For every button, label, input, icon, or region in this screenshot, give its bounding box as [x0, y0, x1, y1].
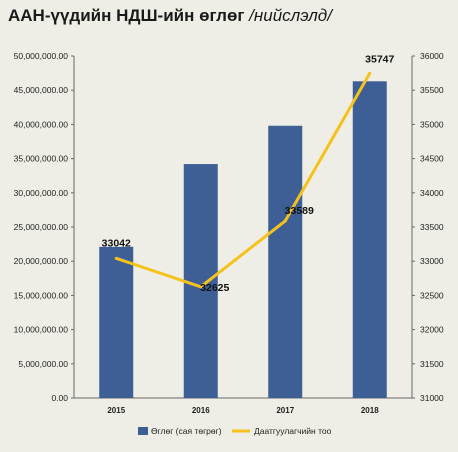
x-tick-label: 2015	[107, 406, 125, 415]
y-right-tick-label: 31000	[420, 393, 444, 403]
line-data-label: 32625	[200, 282, 229, 294]
x-tick-label: 2016	[192, 406, 210, 415]
line-point	[114, 256, 118, 260]
y-right-tick-label: 33000	[420, 256, 444, 266]
line-point	[368, 71, 372, 75]
y-left-tick-label: 20,000,000.00	[14, 256, 69, 266]
y-left-tick-label: 35,000,000.00	[14, 154, 69, 164]
legend-label-bar: Өглөг (сая төгрөг)	[151, 426, 222, 436]
y-right-tick-label: 35500	[420, 85, 444, 95]
bar-2018	[352, 81, 387, 399]
y-left-tick-label: 5,000,000.00	[18, 359, 68, 369]
legend-swatch-bar	[138, 427, 148, 435]
y-right-tick-label: 35000	[420, 119, 444, 129]
y-right-tick-label: 32000	[420, 325, 444, 335]
y-left-tick-label: 25,000,000.00	[14, 222, 69, 232]
chart-title: ААН-үүдийн НДШ-ийн өглөг /нийслэлд/	[8, 6, 332, 26]
bar-2017	[268, 125, 303, 398]
x-tick-label: 2018	[361, 406, 379, 415]
line-data-label: 35747	[365, 53, 394, 65]
line-series	[115, 72, 372, 289]
y-left-tick-label: 10,000,000.00	[14, 325, 69, 335]
y-left-tick-label: 45,000,000.00	[14, 85, 69, 95]
y-right-tick-label: 32500	[420, 290, 444, 300]
bar-2015	[99, 246, 134, 398]
y-left-tick-label: 15,000,000.00	[14, 290, 69, 300]
legend-label-line: Даатгуулагчийн тоо	[254, 426, 332, 436]
line-point	[199, 285, 203, 289]
y-left-tick-label: 40,000,000.00	[14, 119, 69, 129]
chart-title-main: ААН-үүдийн НДШ-ийн өглөг	[8, 6, 245, 25]
y-left-tick-label: 0.00	[51, 393, 68, 403]
y-right-tick-label: 33500	[420, 222, 444, 232]
y-right-tick-label: 34000	[420, 188, 444, 198]
line-point	[283, 219, 287, 223]
line-data-label: 33042	[102, 237, 131, 249]
y-right-tick-label: 34500	[420, 154, 444, 164]
line-data-label: 33589	[285, 205, 314, 217]
y-right-tick-label: 36000	[420, 51, 444, 61]
y-left-tick-label: 50,000,000.00	[14, 51, 69, 61]
y-left-tick-label: 30,000,000.00	[14, 188, 69, 198]
y-right-tick-label: 31500	[420, 359, 444, 369]
chart-title-sub: /нийслэлд/	[249, 6, 332, 25]
bar-2016	[183, 164, 218, 398]
x-tick-label: 2017	[276, 406, 294, 415]
